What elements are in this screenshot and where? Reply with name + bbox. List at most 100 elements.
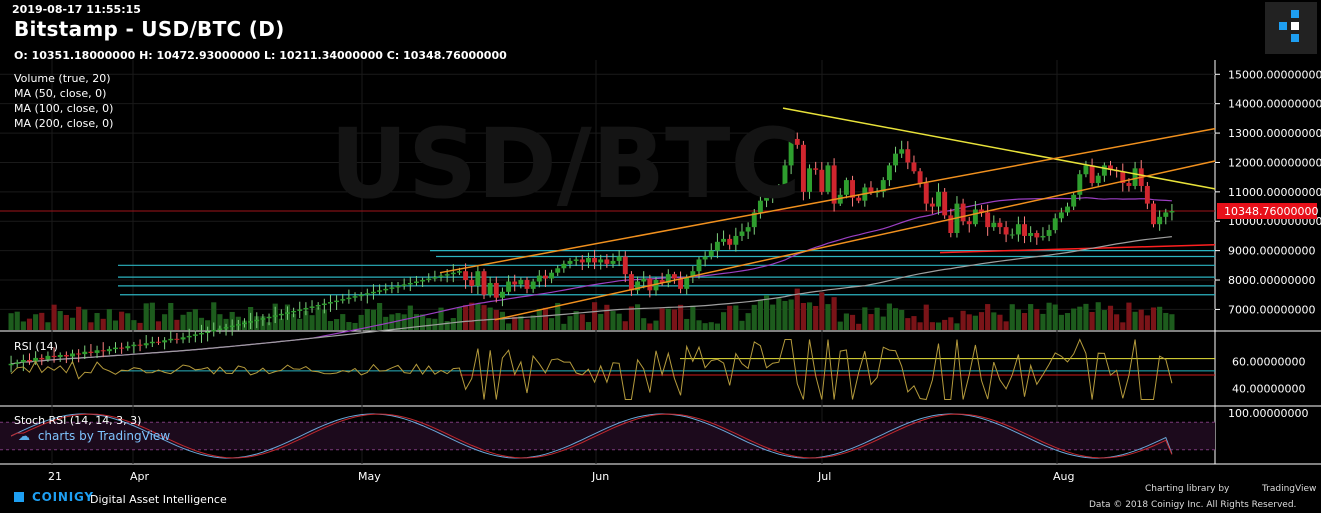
- candle-body: [223, 327, 229, 329]
- candle-body: [886, 165, 892, 181]
- volume-bar: [868, 314, 874, 330]
- moving-averages: [11, 197, 1172, 365]
- support-trendline-red: [939, 244, 1216, 254]
- time-tick-label: Apr: [130, 470, 150, 483]
- candle-body: [156, 341, 161, 343]
- volume-bar: [849, 314, 856, 330]
- study-ma200[interactable]: MA (200, close, 0): [14, 117, 114, 130]
- volume-bar: [524, 319, 530, 330]
- candle-body: [211, 330, 217, 332]
- candle-body: [33, 357, 39, 362]
- volume-bar: [51, 304, 57, 330]
- ohlc-readout: O: 10351.18000000 H: 10472.93000000 L: 1…: [14, 49, 507, 62]
- rsi-panel: 60.00000000 40.00000000: [10, 338, 1305, 401]
- brand-name: COINIGY: [31, 490, 94, 504]
- volume-bar: [954, 323, 960, 330]
- candle-body: [1095, 175, 1101, 184]
- candle-body: [1046, 230, 1052, 236]
- volume-bar: [1101, 310, 1107, 330]
- volume-bar: [585, 322, 592, 330]
- candle-body: [899, 149, 905, 154]
- volume-bar: [1138, 309, 1144, 330]
- volume-bar: [794, 288, 800, 330]
- candle-body: [401, 284, 407, 286]
- volume-bar: [469, 302, 475, 330]
- volume-bar: [720, 312, 727, 330]
- coinigy-logo[interactable]: [1265, 2, 1317, 54]
- volume-bar: [837, 321, 843, 330]
- candle-body: [610, 260, 616, 264]
- volume-bar: [1077, 306, 1083, 330]
- candle-body: [936, 191, 941, 207]
- tradingview-credit[interactable]: TradingView: [1262, 484, 1317, 494]
- volume-bar: [690, 305, 696, 330]
- volume-bar: [634, 304, 641, 330]
- candle-body: [389, 287, 395, 289]
- candle-body: [168, 338, 174, 341]
- volume-bar: [708, 322, 714, 330]
- candle-body: [321, 303, 327, 306]
- volume-bar: [739, 320, 745, 330]
- candle-body: [493, 282, 499, 298]
- candle-body: [573, 259, 579, 261]
- candle-body: [143, 343, 149, 346]
- candle-body: [1034, 233, 1040, 238]
- volume-bar: [561, 323, 567, 330]
- candle-body: [708, 250, 714, 257]
- candle-body: [942, 191, 948, 216]
- candle-body: [555, 268, 561, 273]
- volume-bar: [1126, 302, 1132, 330]
- volume-bar: [917, 322, 923, 330]
- tradingview-badge[interactable]: ☁ charts by TradingView: [18, 429, 170, 443]
- candle-body: [27, 359, 32, 362]
- candle-body: [444, 274, 450, 276]
- volume-bar: [935, 322, 942, 330]
- candle-body: [174, 338, 180, 340]
- volume-bar: [567, 316, 573, 330]
- price-tick-label: 12000.00000000: [1228, 156, 1321, 169]
- candle-body: [1071, 194, 1077, 207]
- candle-body: [395, 285, 401, 288]
- volume-bar: [1089, 312, 1095, 330]
- volume-bar: [137, 322, 143, 330]
- volume-bar: [76, 306, 82, 330]
- time-axis: 21 Apr May Jun Jul Aug: [48, 470, 1074, 483]
- volume-bar: [119, 311, 125, 330]
- volume-bar: [63, 314, 69, 330]
- candle-body: [1015, 224, 1021, 235]
- volume-bar: [364, 309, 370, 330]
- volume-bar: [100, 318, 106, 330]
- candle-body: [346, 297, 352, 300]
- candle-body: [542, 275, 548, 279]
- candle-body: [487, 282, 493, 295]
- candle-body: [235, 324, 241, 326]
- study-ma50[interactable]: MA (50, close, 0): [14, 87, 107, 100]
- volume-bar: [1071, 308, 1077, 330]
- candle-body: [192, 334, 198, 336]
- volume-bar: [978, 312, 985, 330]
- candle-body: [856, 197, 862, 201]
- volume-bar: [481, 305, 487, 330]
- candle-body: [106, 349, 112, 352]
- study-ma100[interactable]: MA (100, close, 0): [14, 102, 114, 115]
- volume-bar: [886, 303, 892, 330]
- candle-body: [659, 280, 665, 283]
- candle-body: [518, 280, 524, 285]
- study-volume[interactable]: Volume (true, 20): [14, 72, 111, 85]
- volume-bar: [874, 307, 880, 330]
- candle-body: [481, 271, 487, 295]
- candle-body: [456, 271, 462, 273]
- volume-bar: [819, 292, 825, 330]
- volume-bar: [548, 318, 555, 330]
- candle-body: [739, 231, 745, 236]
- candle-body: [51, 355, 57, 358]
- volume-bar: [1015, 309, 1021, 330]
- volume-bar: [641, 318, 647, 330]
- candle-body: [1126, 183, 1132, 186]
- volume-bar: [831, 297, 837, 330]
- candle-body: [199, 332, 204, 335]
- candle-body: [1163, 212, 1169, 217]
- candle-body: [714, 241, 720, 251]
- candle-body: [850, 180, 855, 198]
